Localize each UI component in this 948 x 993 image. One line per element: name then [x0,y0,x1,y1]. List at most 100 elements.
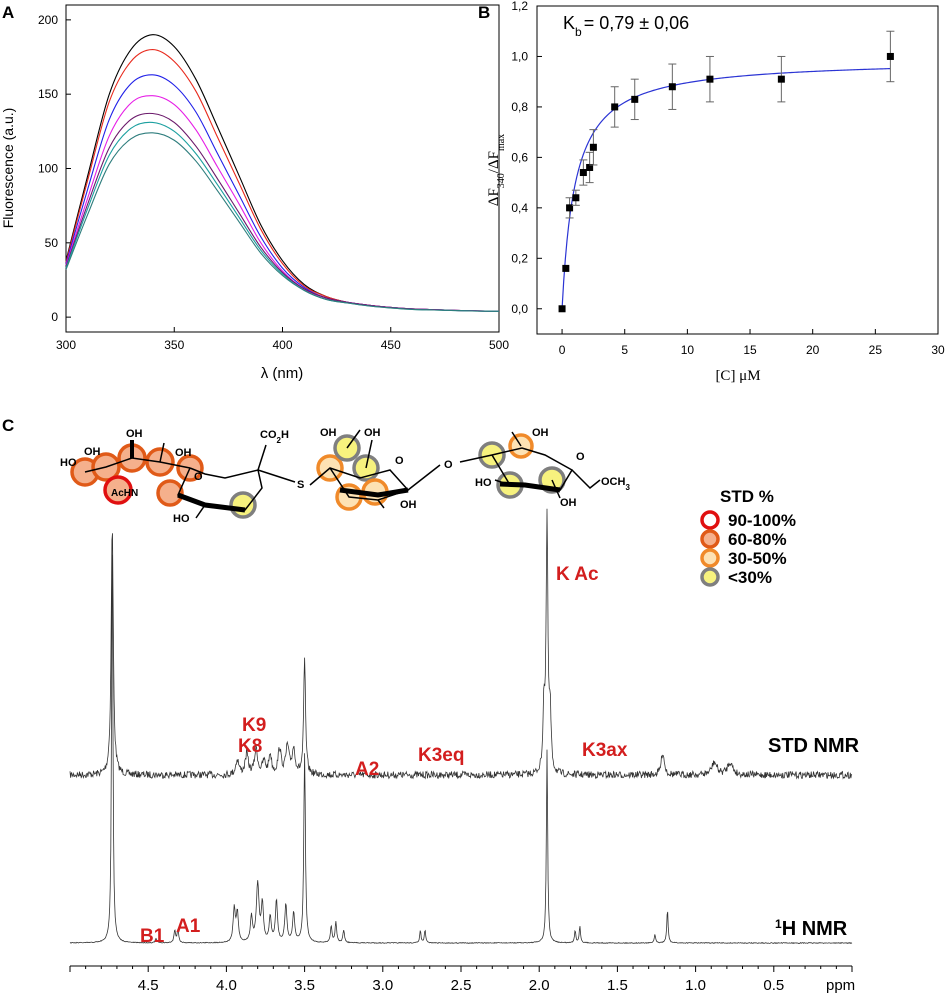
y-tick-label: 1,2 [511,0,528,13]
x-tick-label: 20 [806,343,820,357]
std-legend-title: STD % [720,487,774,506]
highlight-circle [156,479,184,507]
kb-prefix: K [563,13,575,33]
bond [365,439,373,469]
y-tick-label: 150 [38,87,58,101]
ylabel-sub2: max [496,134,507,151]
peak-label-k3eq: K3eq [418,745,464,766]
y-tick-label: 100 [38,162,58,176]
x-tick-label: 30 [931,343,945,357]
atom-label-oh: OH [320,427,337,439]
std-highlight-circles [70,433,566,519]
panel-b-points [558,30,895,313]
x-tick-label: 5 [621,343,628,357]
data-point [611,103,619,111]
highlight-circle [229,491,257,519]
panel-a-chart: A 300 350 400 450 500 0 50 100 150 200 λ (nm) Flu… [0,3,509,382]
legend-label: 90-100% [728,511,796,530]
bond [571,469,601,490]
data-point [668,83,676,91]
panel-a-label: A [2,3,14,22]
ylabel-main: ΔF [486,188,502,206]
bond [377,499,385,509]
legend-marker [700,529,720,549]
atom-label-oh: OH [532,427,549,439]
peak-label-a2: A2 [355,759,379,780]
legend-label: 30-50% [728,549,787,568]
y-tick-label: 0,8 [511,100,528,114]
atom-label-o: O [576,451,585,463]
x-tick-label: 3.0 [372,977,393,993]
bond [346,429,361,449]
h1-nmr-trace-label: 1H NMR [775,917,848,940]
panel-b-kb-annotation: Kb = 0,79 ± 0,06 [563,13,689,39]
panel-a-x-axis-label: λ (nm) [261,365,304,382]
nmr-trace [69,554,853,945]
x-tick-label: 1.5 [607,977,628,993]
trisaccharide-structure [70,429,601,519]
legend-label: <30% [728,568,772,587]
atom-label-s: S [297,479,304,491]
bond [159,442,165,463]
y-tick-label: 0,0 [511,302,528,316]
ylabel-mid: /ΔF [486,151,502,173]
x-tick-label: 350 [164,338,184,352]
panel-b-x-axis-label: [C] μM [715,368,760,384]
data-point [562,264,570,272]
bold-ring-edge [339,487,409,498]
x-tick-label: 450 [381,338,401,352]
panel-b-chart: B 0 5 10 15 20 25 30 0,0 0,2 0,4 0,6 0,8 1,0 1,2 Kb = … [478,0,945,384]
y-tick-label: 1,0 [511,49,528,63]
data-point [631,95,639,103]
panel-a-ticks: 300 350 400 450 500 0 50 100 150 200 [38,13,509,352]
nmr-trace [69,508,853,780]
peak-label-a1: A1 [176,916,201,937]
legend-label: 60-80% [728,530,787,549]
std-legend: STD % 90-100%60-80%30-50%<30% [700,487,796,587]
data-point [886,52,894,60]
atom-label-oh: OH [126,428,143,440]
atom-label-oh: OH [84,446,101,458]
ylabel-sub1: 340 [496,173,507,188]
x-tick-label: 25 [869,343,883,357]
legend-marker [700,548,720,568]
std-nmr-trace-label: STD NMR [768,735,860,757]
h1-trace-text: H NMR [782,918,848,940]
fluorescence-line [65,121,500,312]
fluorescence-line [65,112,500,312]
panel-b-y-axis-label: ΔF340/ΔFmax [486,134,507,206]
data-point [558,305,566,313]
x-tick-label: 4.0 [216,977,237,993]
atom-label-oh: OH [400,499,417,511]
legend-marker [700,567,720,587]
peak-labels: K9 K8 A2 K3eq K3ax K Ac B1 A1 [140,564,628,947]
atom-label-och3: OCH3 [601,476,630,492]
x-tick-label: 10 [681,343,695,357]
bond [257,444,267,471]
bond [494,479,511,486]
atom-label-achn: AcHN [111,488,138,499]
atom-label-ho: HO [475,477,492,489]
panel-c-x-axis: 4.5 4.0 3.5 3.0 2.5 2.0 1.5 1.0 0.5 [69,965,853,993]
panel-b-frame [536,5,939,335]
x-tick-label: 0.5 [763,977,784,993]
data-point [589,143,597,151]
data-point [586,163,594,171]
ring-bond [309,467,410,501]
panel-c-chart: C [2,416,860,993]
y-tick-label: 0 [51,310,58,324]
atom-label-ho: HO [60,457,77,469]
panel-c-label: C [2,416,14,435]
kb-value: = 0,79 ± 0,06 [584,13,689,33]
legend-marker [700,510,720,530]
peak-label-k8: K8 [238,736,262,757]
panel-a-y-axis-label: Fluorescence (a.u.) [0,108,16,229]
x-tick-label: 3.5 [294,977,315,993]
atom-label-oh: OH [175,447,192,459]
atom-label-oh: OH [560,497,577,509]
atom-label-co2h: CO2H [260,429,289,445]
data-point [579,169,587,177]
atom-label-oh: OH [364,427,381,439]
panel-b-ticks: 0 5 10 15 20 25 30 0,0 0,2 0,4 0,6 0,8 1,0 1,2 [511,0,945,357]
